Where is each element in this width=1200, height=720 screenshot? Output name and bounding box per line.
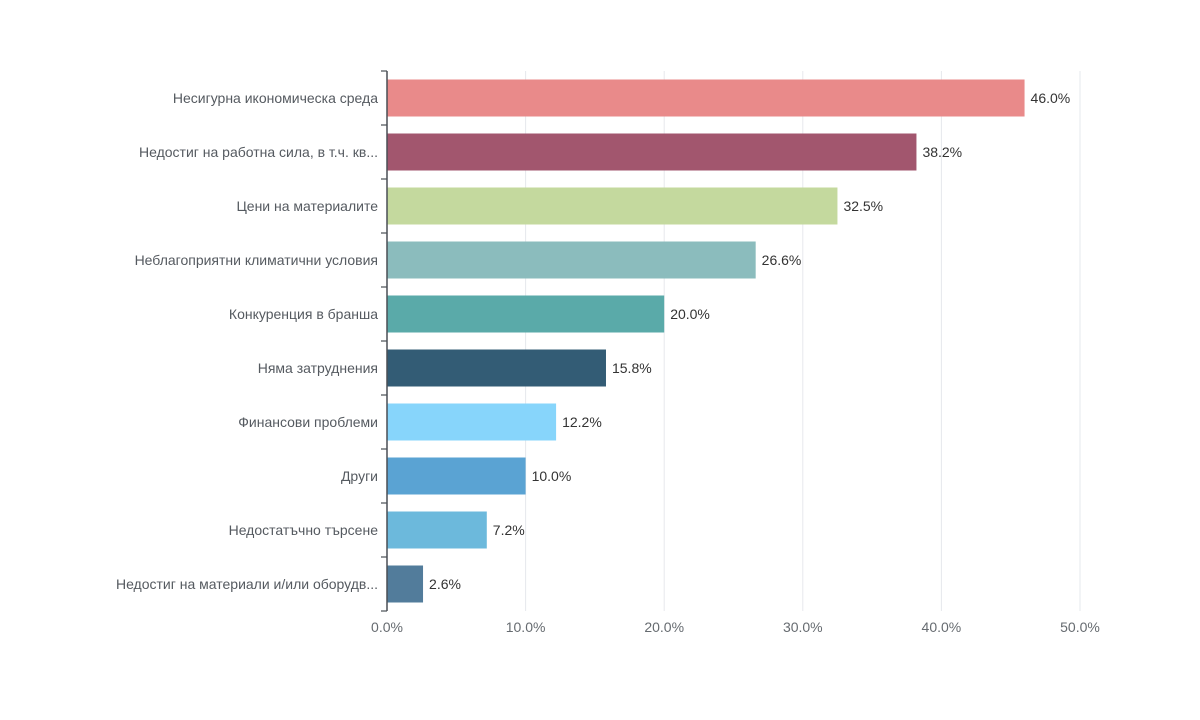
y-axis — [381, 70, 388, 612]
category-label: Недостиг на материали и/или оборудв... — [116, 576, 378, 592]
category-label: Финансови проблеми — [238, 414, 378, 430]
category-label: Няма затруднения — [258, 360, 378, 376]
value-label: 10.0% — [532, 468, 572, 484]
bars — [387, 79, 1025, 603]
category-label: Други — [341, 468, 378, 484]
x-tick-label: 40.0% — [922, 619, 962, 635]
x-tick-label: 10.0% — [506, 619, 546, 635]
category-label: Неблагоприятни климатични условия — [135, 252, 378, 268]
category-label: Несигурна икономическа среда — [173, 90, 378, 106]
bar — [387, 79, 1025, 117]
category-label: Недостиг на работна сила, в т.ч. кв... — [139, 144, 378, 160]
value-label: 46.0% — [1031, 90, 1071, 106]
bar — [387, 187, 838, 225]
bar — [387, 403, 557, 441]
x-tick-label: 50.0% — [1060, 619, 1100, 635]
x-tick-label: 30.0% — [783, 619, 823, 635]
bar — [387, 295, 665, 333]
bar — [387, 457, 526, 495]
value-label: 38.2% — [922, 144, 962, 160]
bar — [387, 565, 424, 603]
category-label: Недостатъчно търсене — [229, 522, 379, 538]
x-tick-labels: 0.0% 10.0% 20.0% 30.0% 40.0% 50.0% — [371, 619, 1100, 635]
x-tick-label: 20.0% — [644, 619, 684, 635]
category-label: Цени на материалите — [236, 198, 378, 214]
value-label: 32.5% — [843, 198, 883, 214]
value-label: 15.8% — [612, 360, 652, 376]
value-label: 2.6% — [429, 576, 461, 592]
value-label: 12.2% — [562, 414, 602, 430]
bar — [387, 133, 917, 171]
category-labels: Несигурна икономическа среда Недостиг на … — [116, 90, 378, 592]
value-labels: 46.0% 38.2% 32.5% 26.6% 20.0% 15.8% 12.2% 10.0%… — [429, 90, 1070, 592]
x-tick-label: 0.0% — [371, 619, 403, 635]
bar — [387, 511, 487, 549]
value-label: 26.6% — [762, 252, 802, 268]
bar — [387, 349, 606, 387]
value-label: 20.0% — [670, 306, 710, 322]
category-label: Конкуренция в бранша — [229, 306, 378, 322]
value-label: 7.2% — [493, 522, 525, 538]
bar — [387, 241, 756, 279]
